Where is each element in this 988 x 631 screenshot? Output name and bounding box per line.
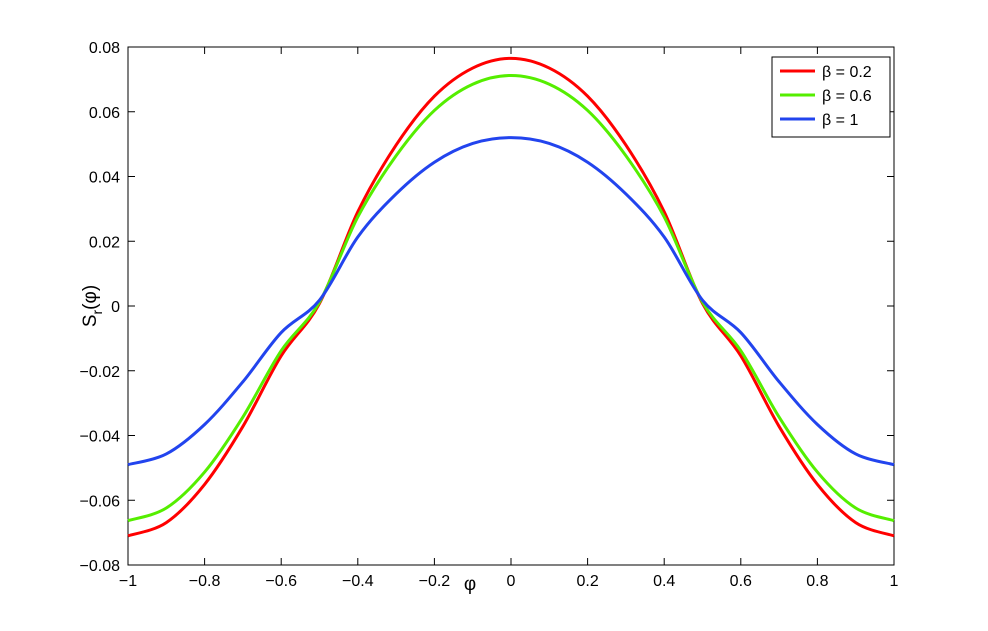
y-axis-label-subscript: r	[89, 309, 105, 314]
x-tick-label: −0.4	[342, 573, 374, 590]
y-tick-label: 0.06	[89, 105, 120, 122]
y-axis-label: Sr(φ)	[80, 285, 105, 327]
legend: β = 0.2 β = 0.6 β = 1	[771, 56, 891, 138]
x-tick-label: −0.6	[265, 573, 297, 590]
x-tick-label: −0.8	[189, 573, 221, 590]
y-tick-label: −0.04	[80, 429, 121, 446]
series-line-2	[127, 73, 895, 523]
x-tick-labels: −1 −0.8 −0.6 −0.4 −0.2 0 0.2 0.4 0.6 0.8 1	[119, 573, 899, 590]
legend-label-1: β = 0.2	[822, 64, 872, 81]
y-axis-label-main: S	[80, 314, 101, 327]
x-tick-label: −0.2	[419, 573, 451, 590]
axis-ticks	[127, 46, 895, 566]
y-tick-label: −0.02	[80, 364, 121, 381]
y-tick-label: 0	[111, 299, 120, 316]
y-tick-labels: −0.08 −0.06 −0.04 −0.02 0 0.02 0.04 0.06 0.08	[80, 40, 121, 575]
y-tick-label: 0.04	[89, 170, 120, 187]
series-line-1	[127, 56, 895, 538]
y-tick-label: −0.08	[80, 558, 121, 575]
series-lines	[127, 56, 895, 538]
y-tick-label: 0.08	[89, 40, 120, 57]
x-tick-label: −1	[119, 573, 137, 590]
x-tick-label: 0.4	[653, 573, 675, 590]
plot-area	[127, 46, 895, 566]
x-tick-label: 1	[890, 573, 899, 590]
legend-label-2: β = 0.6	[822, 88, 872, 105]
x-tick-label: 0.6	[730, 573, 752, 590]
x-tick-label: 0.2	[576, 573, 598, 590]
x-axis-label: φ	[464, 574, 476, 595]
legend-label-3: β = 1	[822, 112, 858, 129]
x-tick-label: 0	[507, 573, 516, 590]
legend-items: β = 0.2 β = 0.6 β = 1	[780, 64, 872, 129]
x-tick-label: 0.8	[806, 573, 828, 590]
y-axis-label-suffix: (φ)	[80, 285, 101, 310]
y-tick-label: 0.02	[89, 234, 120, 251]
y-tick-label: −0.06	[80, 493, 121, 510]
series-line-3	[127, 136, 895, 467]
